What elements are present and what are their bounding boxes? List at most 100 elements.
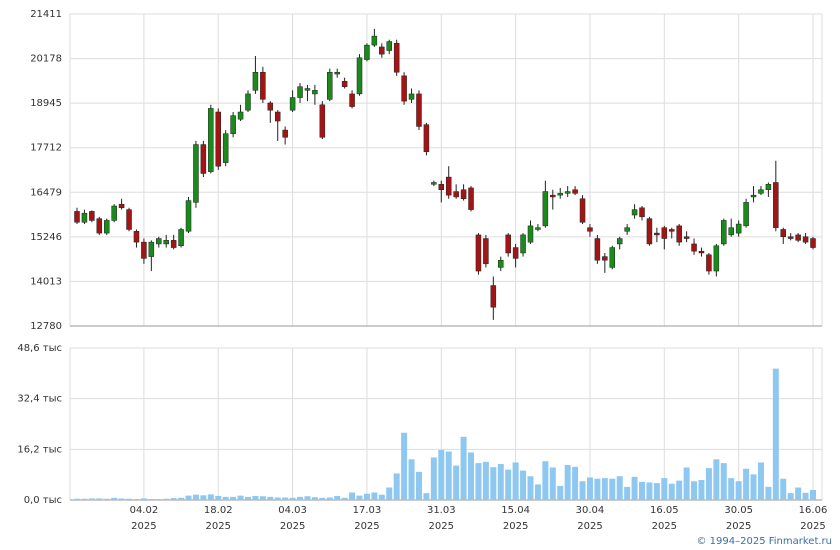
x-tick-label: 15.04 2025 [501,505,530,532]
candle-body [193,144,199,203]
candle-body [118,203,125,209]
candle-body [624,227,630,232]
volume-bar [720,463,727,500]
candle-body [520,234,526,254]
candle-body [460,189,467,200]
volume-bar [438,449,445,500]
volume-bar [527,476,534,500]
y-tick-label: 21411 [30,9,62,20]
candle-body [81,212,88,223]
volume-bar [624,486,631,500]
candle-body [542,191,549,227]
candle-body [260,71,266,100]
candle-body [356,57,363,95]
volume-bar [460,436,467,500]
y-tick-label: 15246 [30,232,62,243]
candle-body [334,71,340,75]
volume-bar [118,498,125,500]
volume-bar [765,486,772,500]
volume-bar [728,478,735,500]
volume-bar [445,451,452,500]
candle-body [445,176,452,196]
volume-bar [341,497,348,500]
volume-bar [319,497,326,500]
candle-body [609,247,616,268]
y-tick-label: 14013 [30,276,62,287]
candle-body [156,238,162,245]
x-tick-label: 04.02 2025 [129,505,159,532]
y-tick-label: 20178 [30,54,62,65]
candle-body [654,232,660,236]
candle-body [423,124,430,153]
candle-body [758,189,764,194]
volume-bar [482,461,489,500]
volume-bar [639,481,646,500]
candle-body [170,240,177,248]
candle-body [602,256,608,261]
volume-bar [334,495,341,500]
volume-bar [787,493,794,500]
volume-bar [185,495,192,500]
volume-bar [572,466,579,500]
volume-bar [668,483,675,500]
candle-body [787,236,794,239]
candle-body [185,200,192,232]
volume-bar [371,492,378,500]
volume-bar [401,432,408,500]
volume-bar [244,496,251,500]
candle-body [535,227,541,230]
volume-bar [661,478,668,500]
volume-bar [534,484,541,500]
candle-body [713,245,720,272]
volume-bar [795,487,802,500]
candle-body [237,111,244,120]
volume-bar [468,452,475,500]
candle-body [721,220,727,245]
volume-bar [378,494,385,500]
candle-body [683,236,690,239]
volume-bar [252,495,259,500]
volume-bar [512,462,519,500]
y-tick-label: 48,6 тыс [17,343,62,354]
candle-body [795,234,801,241]
candle-body [297,86,303,98]
volume-bar [542,461,549,500]
y-tick-label: 18945 [30,98,62,109]
candle-body [74,211,80,223]
volume-bar [579,481,586,500]
candle-body [200,144,207,174]
candle-body [802,236,809,243]
volume-bar [594,478,601,500]
volume-bar [133,499,140,500]
volume-bar [609,478,616,500]
candle-body [780,229,787,237]
candle-body [178,229,184,246]
candle-body [498,259,504,268]
candle-body [408,93,415,100]
candle-body [386,41,392,51]
volume-bar [140,498,147,500]
volume-bar [111,497,118,500]
candle-body [319,104,326,138]
volume-bar [222,496,229,500]
candle-body [163,240,169,245]
candle-body [230,115,236,134]
volume-bar [646,482,653,500]
volume-bar [192,494,199,500]
x-tick-label: 16.06 2025 [798,505,828,532]
candle-body [401,75,407,102]
candle-body [773,182,779,228]
candle-body [453,191,459,198]
volume-bar [297,496,304,500]
volume-bar [207,494,214,500]
candle-body [341,81,348,87]
volume-bar [705,468,712,500]
candle-body [810,238,816,248]
candle-body [750,194,757,198]
candle-body [215,111,222,167]
candle-body [639,207,645,218]
candle-body [527,225,534,243]
candle-body [557,193,563,196]
